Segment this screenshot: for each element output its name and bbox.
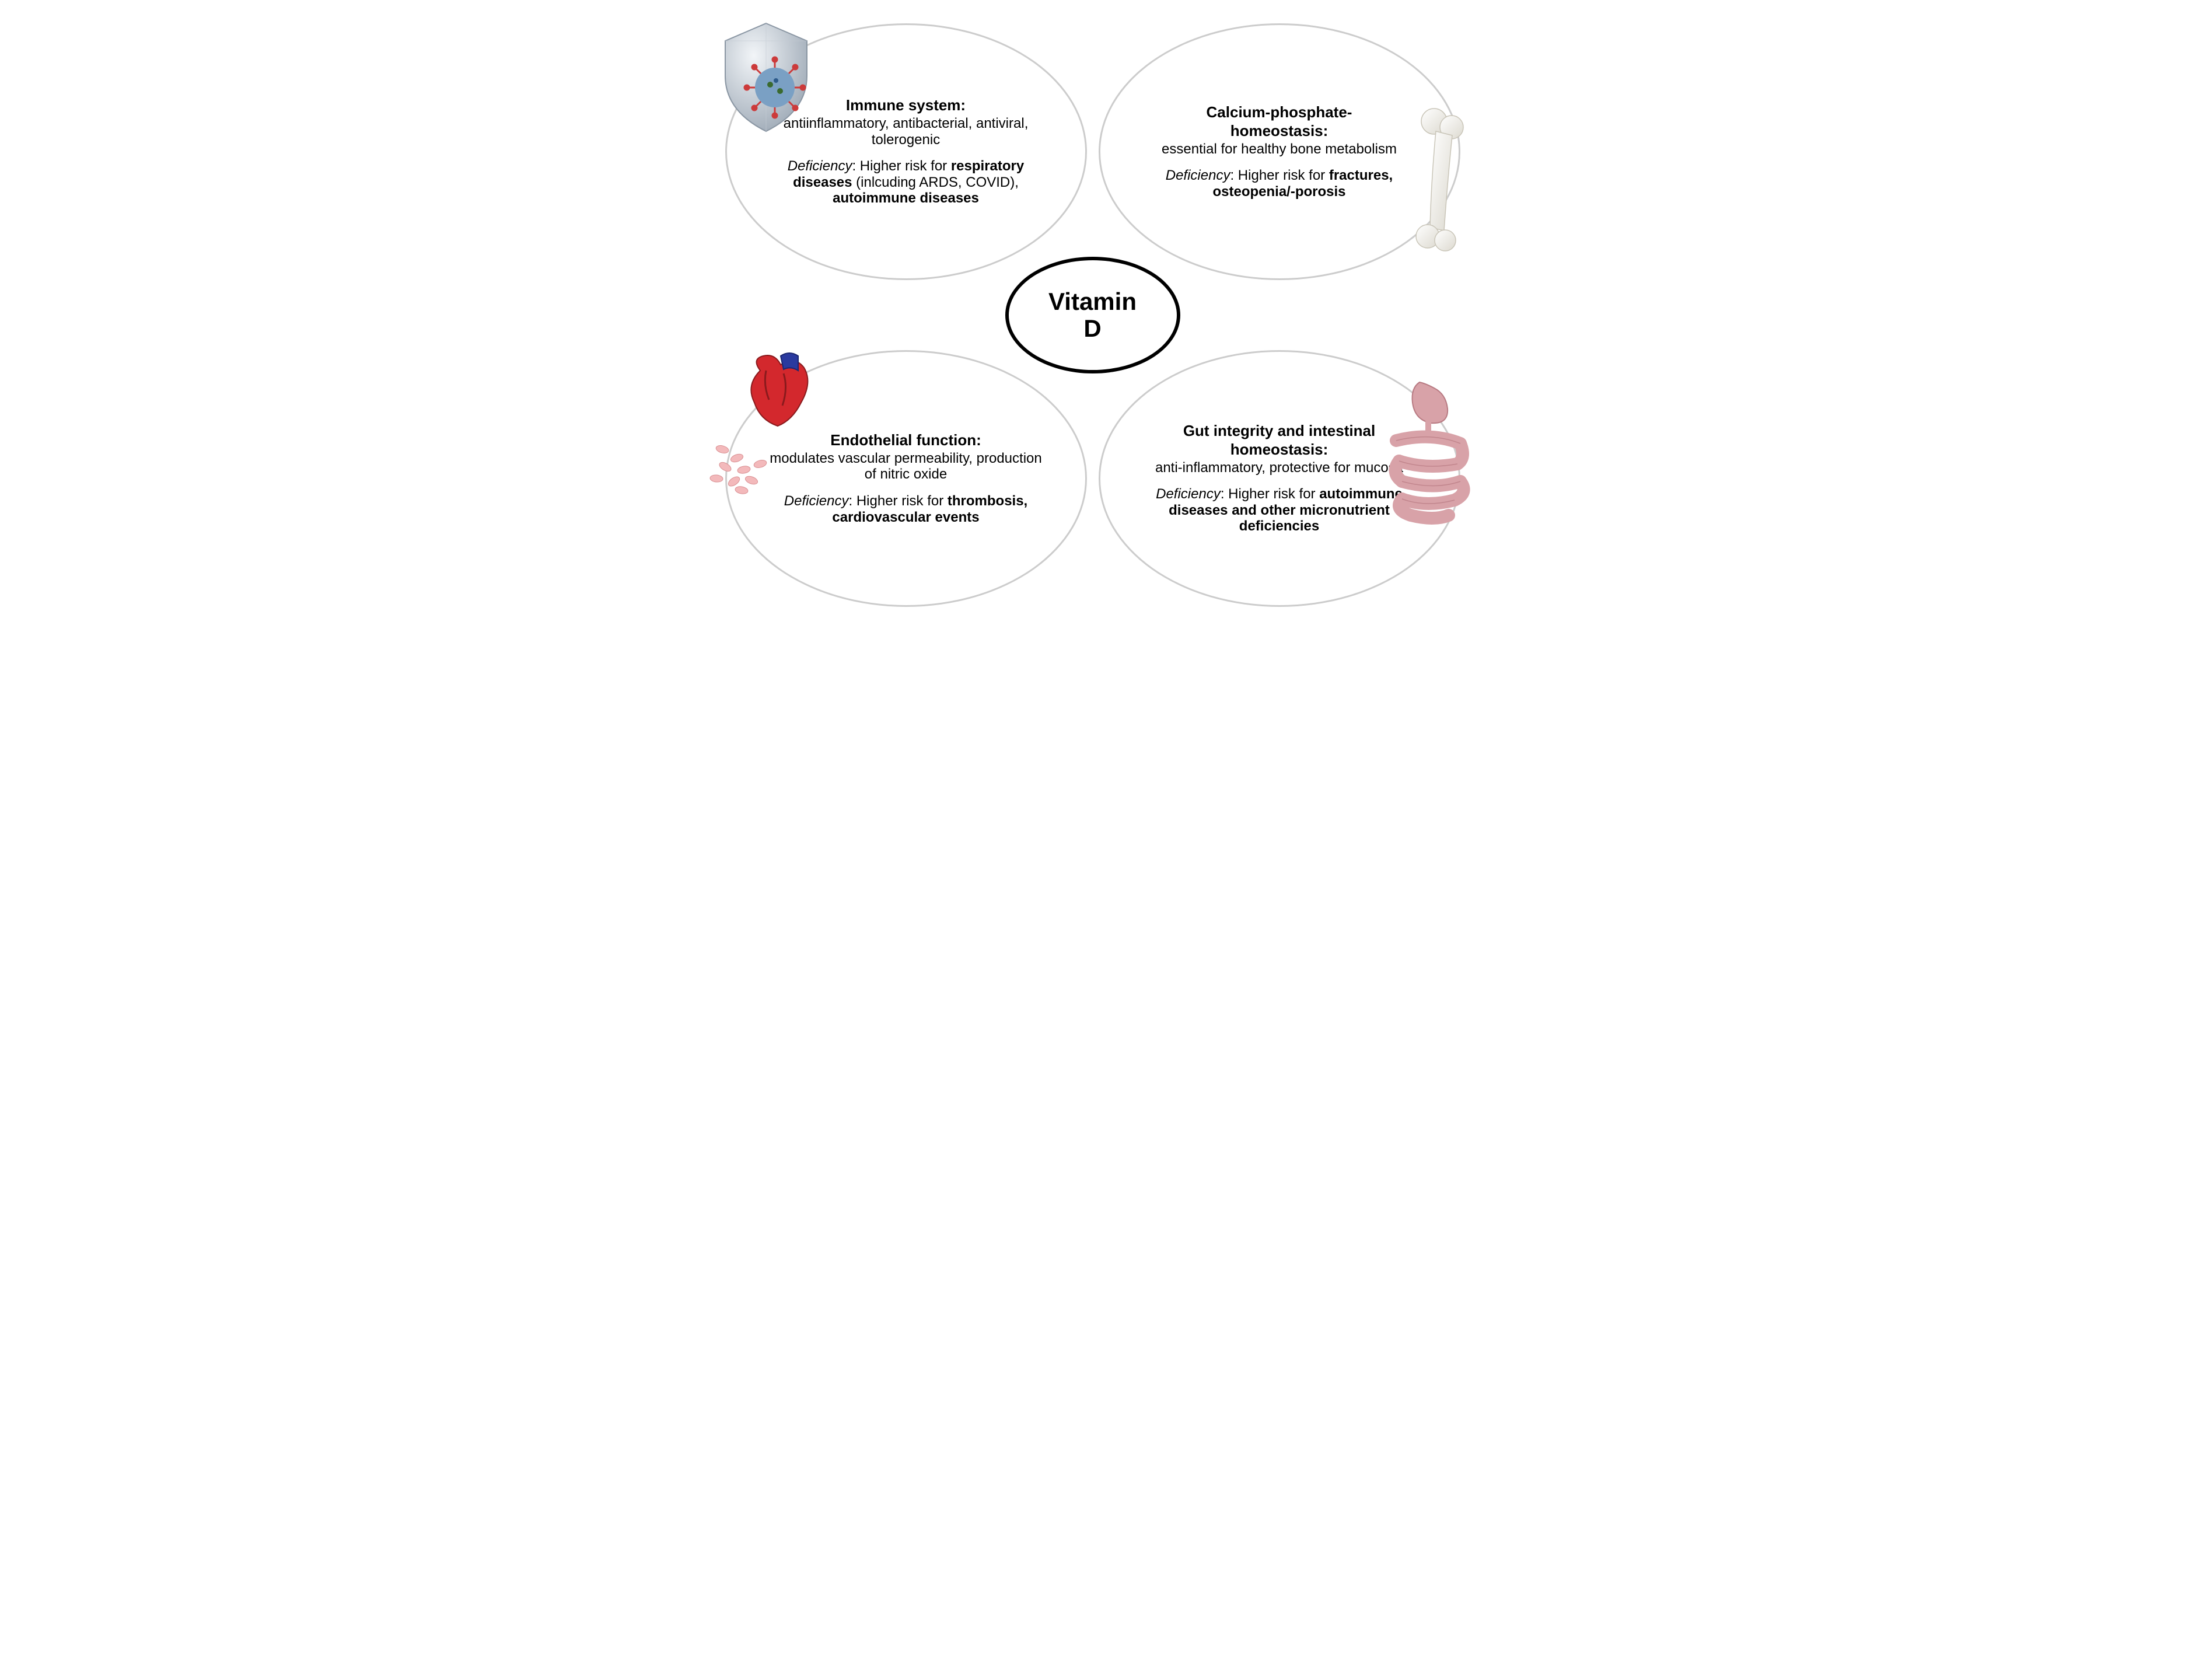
node-title-line2: homeostasis: [1230, 441, 1329, 459]
shield-virus-icon [714, 18, 819, 137]
node-title-line1: Gut integrity and intestinal [1183, 422, 1375, 440]
node-deficiency: Deficiency: Higher risk for autoimmune d… [1141, 486, 1418, 535]
node-title-line2: homeostasis: [1230, 123, 1329, 140]
node-deficiency: Deficiency: Higher risk for respiratory … [768, 158, 1044, 207]
node-title-line1: Calcium-phosphate- [1207, 104, 1352, 121]
center-node-vitamin-d: Vitamin D [1005, 257, 1180, 373]
vitamin-d-diagram: Immune system: antiinflammatory, antibac… [725, 23, 1460, 607]
intestines-icon [1379, 376, 1478, 531]
bone-icon [1402, 105, 1478, 260]
heart-blood-icon [708, 347, 824, 502]
node-title: Endothelial function: [830, 432, 981, 449]
deficiency-label: Deficiency [1166, 167, 1230, 183]
node-title: Immune system: [846, 97, 966, 114]
node-description: anti-inflammatory, protective for mucosa [1155, 460, 1403, 476]
deficiency-label: Deficiency [1156, 486, 1221, 502]
node-deficiency: Deficiency: Higher risk for fractures, o… [1141, 167, 1418, 200]
deficiency-label: Deficiency [788, 158, 852, 174]
node-description: essential for healthy bone metabolism [1162, 141, 1397, 158]
center-label: Vitamin D [1048, 288, 1137, 342]
